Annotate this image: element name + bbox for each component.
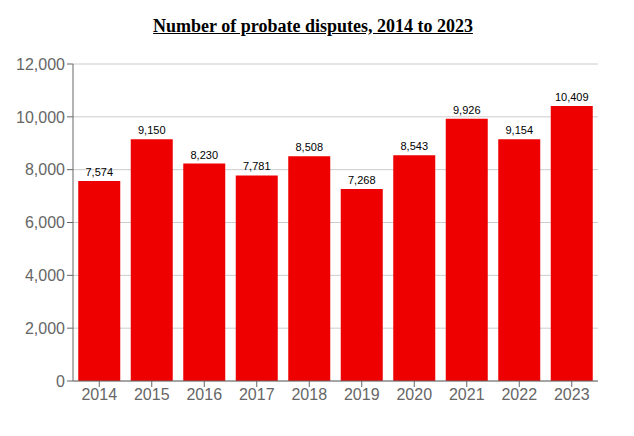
html-text:Number of probate disputes, 20: Number of probate disputes, 2014 to 2023 bbox=[153, 16, 473, 36]
svg-text:8,000: 8,000 bbox=[25, 161, 65, 178]
svg-text:2020: 2020 bbox=[396, 386, 432, 403]
svg-text:10,000: 10,000 bbox=[16, 109, 65, 126]
svg-text:8,508: 8,508 bbox=[295, 141, 323, 153]
svg-text:8,543: 8,543 bbox=[400, 140, 428, 152]
svg-text:2019: 2019 bbox=[344, 386, 380, 403]
svg-text:2016: 2016 bbox=[186, 386, 222, 403]
svg-text:10,409: 10,409 bbox=[555, 91, 589, 103]
svg-text:8,230: 8,230 bbox=[190, 149, 218, 161]
svg-text:7,574: 7,574 bbox=[85, 166, 113, 178]
svg-text:4,000: 4,000 bbox=[25, 267, 65, 284]
svg-text:2014: 2014 bbox=[81, 386, 117, 403]
svg-text:2,000: 2,000 bbox=[25, 320, 65, 337]
svg-text:9,926: 9,926 bbox=[453, 104, 481, 116]
svg-text:2015: 2015 bbox=[134, 386, 170, 403]
svg-text:9,154: 9,154 bbox=[505, 124, 533, 136]
svg-text:2021: 2021 bbox=[449, 386, 485, 403]
svg-text:0: 0 bbox=[56, 373, 65, 390]
svg-text:7,268: 7,268 bbox=[348, 174, 376, 186]
svg-text:7,781: 7,781 bbox=[243, 160, 271, 172]
svg-text:9,150: 9,150 bbox=[138, 124, 166, 136]
svg-text:2023: 2023 bbox=[554, 386, 590, 403]
svg-text:2022: 2022 bbox=[501, 386, 537, 403]
svg-text:2018: 2018 bbox=[291, 386, 327, 403]
svg-text:12,000: 12,000 bbox=[16, 56, 65, 73]
svg-text:6,000: 6,000 bbox=[25, 214, 65, 231]
svg-text:2017: 2017 bbox=[239, 386, 275, 403]
